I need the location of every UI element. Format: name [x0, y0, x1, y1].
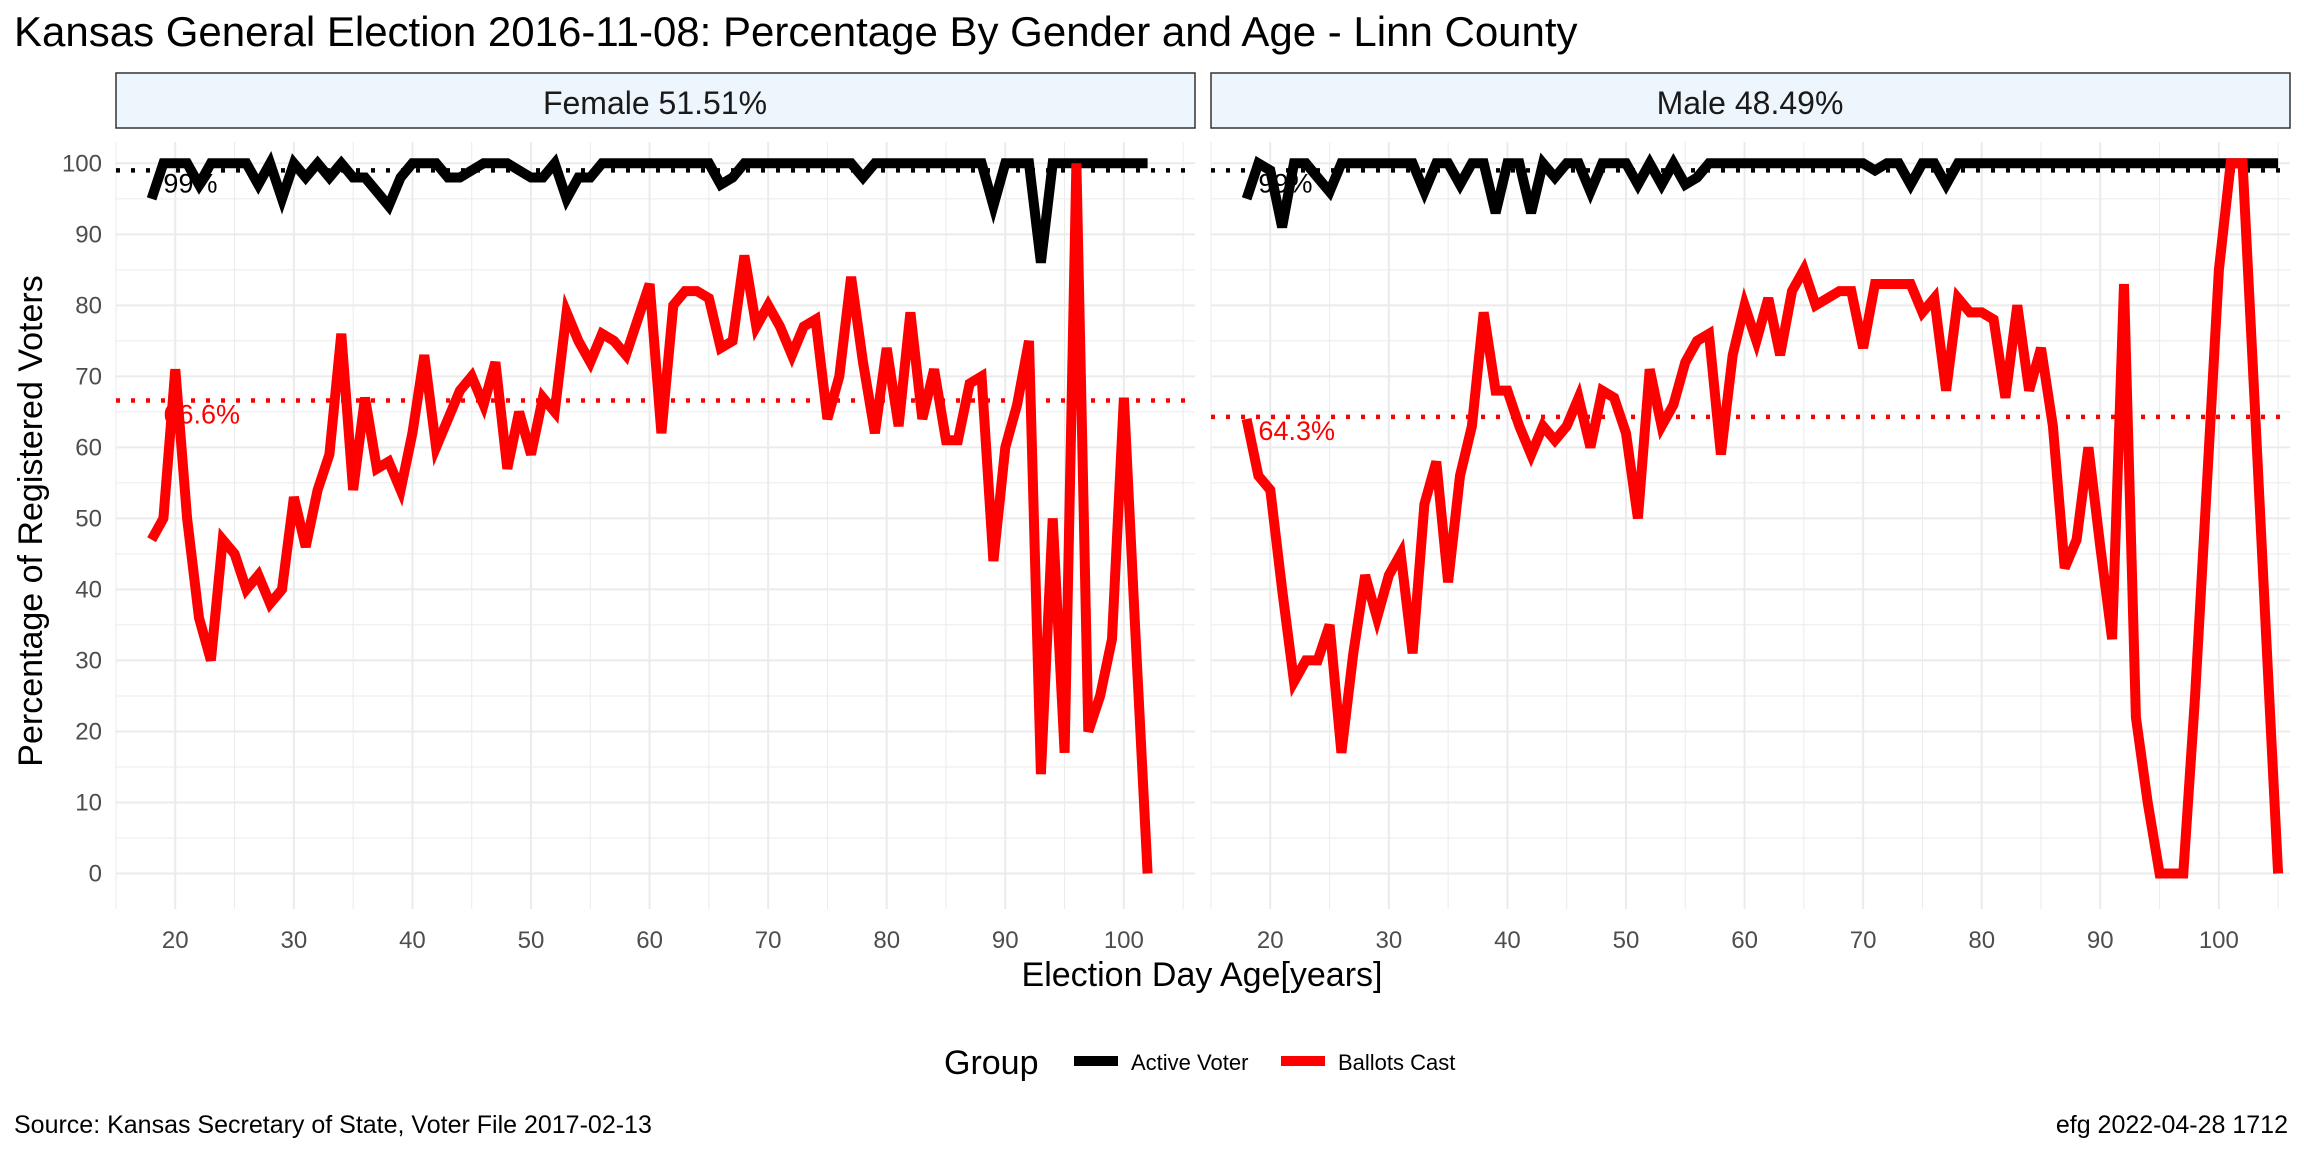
panel-strip-female	[115, 72, 1196, 129]
x-tick-label: 100	[2199, 927, 2239, 954]
x-tick-label: 20	[162, 927, 189, 954]
y-tick-label: 50	[75, 505, 102, 532]
x-tick-label: 50	[1613, 927, 1640, 954]
x-tick-label: 50	[518, 927, 545, 954]
y-tick-label: 60	[75, 434, 102, 461]
grid-male	[1210, 142, 2290, 909]
y-tick-label: 80	[75, 292, 102, 319]
active-ref-label-female: 99%	[163, 168, 217, 198]
series-line-ballots-cast	[147, 163, 1153, 874]
x-tick-label: 60	[636, 927, 663, 954]
x-tick-label: 30	[1376, 927, 1403, 954]
series-line-active-voter	[1241, 152, 2279, 229]
x-axis-label: Election Day Age[years]	[1022, 956, 1383, 994]
x-tick-label: 40	[399, 927, 426, 954]
ballots-ref-label-male: 64.3%	[1258, 416, 1335, 446]
legend-label-active: Active Voter	[1131, 1050, 1248, 1075]
panel-strip-label-female: Female 51.51%	[543, 85, 767, 121]
x-tick-labels-male: 20 30 40 50 60 70 80 90 100	[1257, 927, 2239, 954]
series-lines-female	[146, 150, 1153, 874]
active-ref-label-male: 99%	[1258, 168, 1312, 198]
x-tick-label: 60	[1731, 927, 1758, 954]
y-tick-label: 40	[75, 576, 102, 603]
x-tick-labels-female: 20 30 40 50 60 70 80 90 100	[162, 927, 1144, 954]
x-tick-label: 30	[281, 927, 308, 954]
y-tick-label: 0	[89, 860, 102, 887]
x-tick-label: 100	[1104, 927, 1144, 954]
legend: Group Active Voter Ballots Cast	[944, 1044, 1455, 1082]
source-caption: Source: Kansas Secretary of State, Voter…	[14, 1111, 652, 1139]
x-tick-label: 40	[1494, 927, 1521, 954]
ballots-ref-label-female: 66.6%	[163, 400, 240, 430]
series-lines-male	[1241, 152, 2284, 879]
x-tick-label: 80	[1968, 927, 1995, 954]
y-axis-label: Percentage of Registered Voters	[12, 275, 50, 766]
panel-strip-male	[1210, 72, 2291, 129]
x-tick-label: 20	[1257, 927, 1284, 954]
y-tick-label: 70	[75, 363, 102, 390]
chart-title: Kansas General Election 2016-11-08: Perc…	[14, 8, 1578, 55]
legend-title: Group	[944, 1044, 1039, 1082]
y-tick-label: 30	[75, 647, 102, 674]
panel-female: Female 51.51% 99% 66.6% 0 10 20 30 40 50 60 70 8…	[62, 72, 1196, 954]
x-tick-label: 90	[992, 927, 1019, 954]
x-tick-label: 80	[873, 927, 900, 954]
y-tick-label: 100	[62, 150, 102, 177]
timestamp-caption: efg 2022-04-28 1712	[2056, 1111, 2288, 1139]
legend-label-ballots: Ballots Cast	[1338, 1050, 1455, 1075]
series-line-active-voter	[146, 150, 1148, 264]
x-tick-label: 70	[755, 927, 782, 954]
y-tick-label: 10	[75, 789, 102, 816]
x-tick-label: 70	[1850, 927, 1877, 954]
y-tick-labels: 0 10 20 30 40 50 60 70 80 90 100	[62, 150, 102, 887]
y-tick-label: 90	[75, 221, 102, 248]
panel-strip-label-male: Male 48.49%	[1657, 85, 1844, 121]
y-tick-label: 20	[75, 718, 102, 745]
series-line-ballots-cast	[1241, 158, 2284, 879]
x-tick-label: 90	[2087, 927, 2114, 954]
panel-male: Male 48.49% 99% 64.3% 20 30 40 50 60 70 80 90 10…	[1210, 72, 2291, 954]
